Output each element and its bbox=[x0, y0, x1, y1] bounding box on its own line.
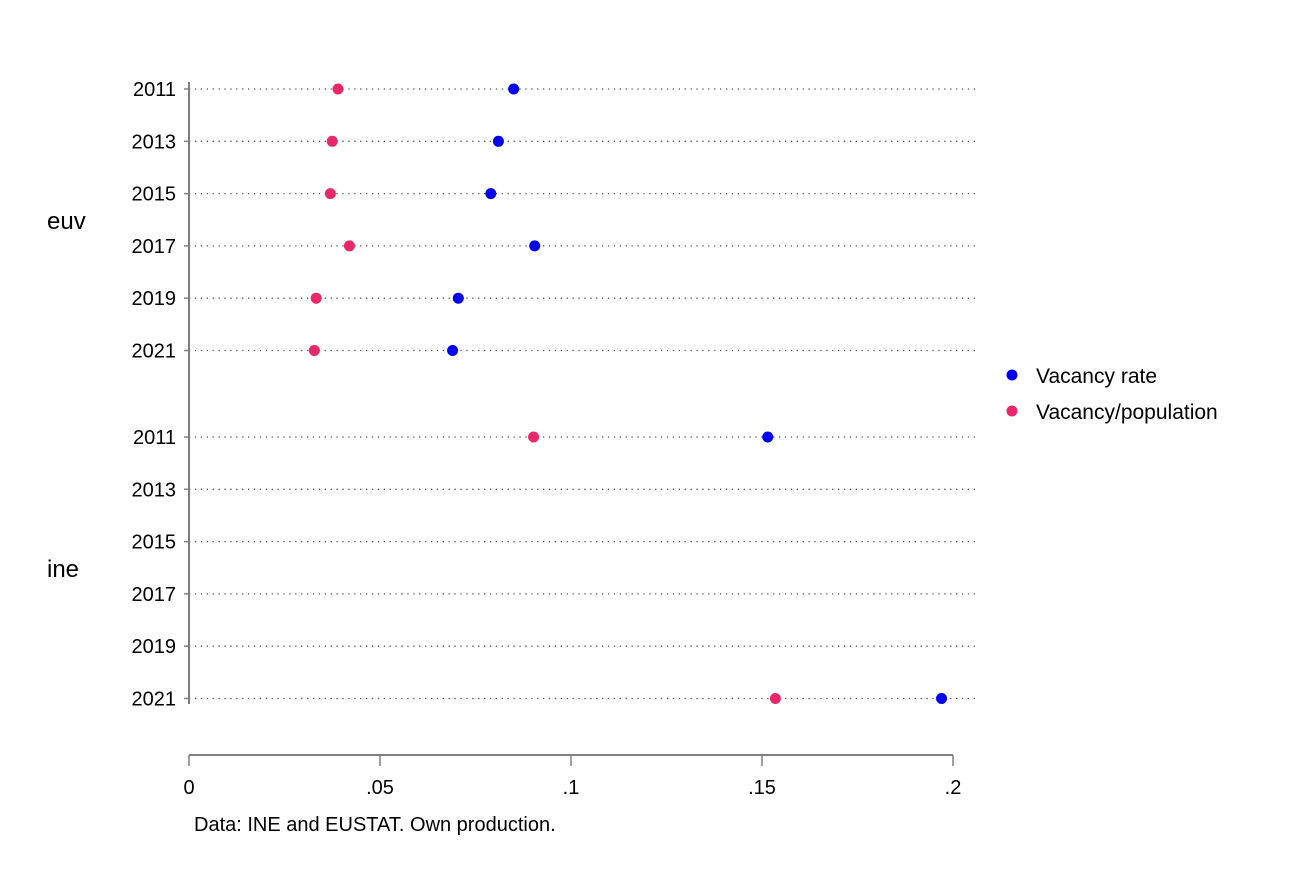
y-tick-label: 2019 bbox=[132, 288, 177, 310]
point-vacancy-rate-euv-2021 bbox=[447, 345, 459, 356]
y-tick-labels: 2011 2013 2015 2017 2019 2021 2011 2013 2015 2017… bbox=[132, 79, 189, 711]
group-labels: euv ine bbox=[47, 208, 86, 583]
legend-marker-vacancy-rate bbox=[1006, 369, 1018, 381]
legend: Vacancy rate Vacancy/population bbox=[1006, 365, 1218, 424]
point-vacancy-population-euv-2021 bbox=[308, 345, 320, 356]
x-tick-label: .15 bbox=[748, 777, 776, 799]
point-vacancy-population-euv-2015 bbox=[324, 188, 336, 200]
y-tick-label: 2011 bbox=[133, 427, 176, 449]
point-vacancy-population-euv-2019 bbox=[310, 292, 322, 304]
y-tick-label: 2011 bbox=[133, 79, 176, 101]
point-vacancy-rate-euv-2015 bbox=[485, 188, 497, 200]
x-tick-label: 0 bbox=[183, 777, 194, 799]
point-vacancy-population-ine-2021 bbox=[769, 693, 781, 704]
x-tick-label: .05 bbox=[366, 777, 394, 799]
legend-marker-vacancy-population bbox=[1006, 405, 1018, 417]
point-vacancy-rate-euv-2017 bbox=[529, 240, 541, 252]
point-vacancy-population-euv-2017 bbox=[343, 240, 355, 252]
y-tick-label: 2015 bbox=[132, 532, 177, 554]
y-tick-label: 2017 bbox=[132, 584, 177, 606]
source-note: Data: INE and EUSTAT. Own production. bbox=[194, 814, 556, 836]
data-points bbox=[308, 83, 948, 704]
point-vacancy-population-ine-2011 bbox=[528, 431, 540, 443]
y-tick-label: 2019 bbox=[132, 636, 177, 658]
group-label-euv: euv bbox=[47, 208, 86, 235]
y-tick-label: 2013 bbox=[132, 479, 177, 501]
x-ticks: 0 .05 .1 .15 .2 bbox=[183, 755, 961, 799]
y-tick-label: 2015 bbox=[132, 184, 177, 206]
point-vacancy-population-euv-2011 bbox=[332, 83, 344, 95]
y-tick-label: 2013 bbox=[132, 131, 177, 153]
y-tick-label: 2021 bbox=[132, 341, 177, 363]
point-vacancy-rate-euv-2019 bbox=[452, 292, 464, 304]
legend-label-vacancy-rate: Vacancy rate bbox=[1036, 365, 1157, 388]
y-tick-label: 2017 bbox=[132, 236, 177, 258]
y-tick-label: 2021 bbox=[132, 689, 177, 711]
point-vacancy-rate-ine-2011 bbox=[762, 431, 774, 443]
x-tick-label: .1 bbox=[563, 777, 580, 799]
point-vacancy-rate-ine-2021 bbox=[936, 693, 948, 704]
grid-lines bbox=[189, 88, 978, 700]
x-tick-label: .2 bbox=[945, 777, 962, 799]
point-vacancy-rate-euv-2011 bbox=[508, 83, 520, 95]
legend-label-vacancy-population: Vacancy/population bbox=[1036, 401, 1218, 424]
group-label-ine: ine bbox=[47, 556, 79, 583]
point-vacancy-population-euv-2013 bbox=[326, 135, 338, 147]
point-vacancy-rate-euv-2013 bbox=[492, 135, 504, 147]
